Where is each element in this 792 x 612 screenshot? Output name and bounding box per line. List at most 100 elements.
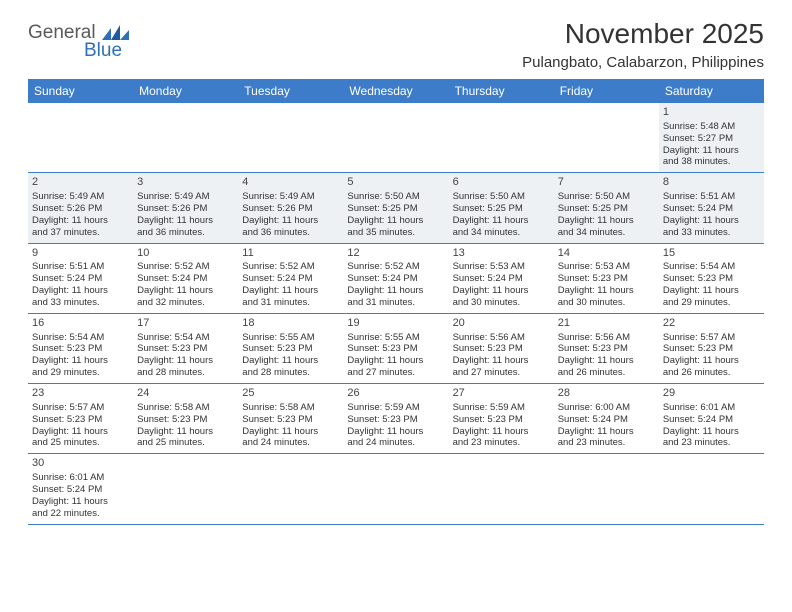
page: General Blue November 2025 Pulangbato, C… [0,0,792,543]
day-dl1: Daylight: 11 hours [347,285,444,297]
day-number: 15 [663,247,760,261]
calendar-body: 1Sunrise: 5:48 AMSunset: 5:27 PMDaylight… [28,103,764,525]
day-sunrise: Sunrise: 5:59 AM [347,402,444,414]
day-sunset: Sunset: 5:27 PM [663,133,760,145]
day-cell: 14Sunrise: 5:53 AMSunset: 5:23 PMDayligh… [554,244,659,313]
day-cell: 12Sunrise: 5:52 AMSunset: 5:24 PMDayligh… [343,244,448,313]
weekday-header: Monday [133,79,238,103]
day-sunrise: Sunrise: 5:50 AM [347,191,444,203]
day-number: 11 [242,247,339,261]
day-sunset: Sunset: 5:24 PM [663,414,760,426]
day-dl1: Daylight: 11 hours [137,426,234,438]
day-cell: 16Sunrise: 5:54 AMSunset: 5:23 PMDayligh… [28,314,133,383]
day-number: 23 [32,387,129,401]
day-dl2: and 33 minutes. [663,227,760,239]
header: General Blue November 2025 Pulangbato, C… [28,18,764,71]
day-dl2: and 38 minutes. [663,156,760,168]
day-cell [238,103,343,172]
day-dl2: and 28 minutes. [137,367,234,379]
day-dl1: Daylight: 11 hours [242,215,339,227]
day-dl1: Daylight: 11 hours [558,215,655,227]
weekday-header: Tuesday [238,79,343,103]
day-number: 17 [137,317,234,331]
day-dl2: and 23 minutes. [453,437,550,449]
day-dl1: Daylight: 11 hours [663,285,760,297]
weekday-header: Wednesday [343,79,448,103]
day-cell: 4Sunrise: 5:49 AMSunset: 5:26 PMDaylight… [238,173,343,242]
day-dl2: and 32 minutes. [137,297,234,309]
day-dl2: and 23 minutes. [663,437,760,449]
day-sunrise: Sunrise: 5:55 AM [347,332,444,344]
weekday-header-row: SundayMondayTuesdayWednesdayThursdayFrid… [28,79,764,103]
day-sunset: Sunset: 5:23 PM [137,343,234,355]
day-cell: 20Sunrise: 5:56 AMSunset: 5:23 PMDayligh… [449,314,554,383]
day-sunrise: Sunrise: 5:56 AM [558,332,655,344]
day-dl1: Daylight: 11 hours [347,426,444,438]
day-cell [133,103,238,172]
day-sunrise: Sunrise: 6:01 AM [32,472,129,484]
day-sunset: Sunset: 5:26 PM [137,203,234,215]
day-sunrise: Sunrise: 5:49 AM [32,191,129,203]
day-sunset: Sunset: 5:23 PM [137,414,234,426]
day-number: 19 [347,317,444,331]
day-sunset: Sunset: 5:24 PM [137,273,234,285]
day-dl2: and 30 minutes. [453,297,550,309]
day-dl1: Daylight: 11 hours [347,355,444,367]
day-sunset: Sunset: 5:24 PM [32,273,129,285]
week-row: 16Sunrise: 5:54 AMSunset: 5:23 PMDayligh… [28,314,764,384]
day-dl2: and 22 minutes. [32,508,129,520]
day-sunset: Sunset: 5:24 PM [558,414,655,426]
day-number: 26 [347,387,444,401]
day-sunset: Sunset: 5:26 PM [242,203,339,215]
day-sunset: Sunset: 5:25 PM [347,203,444,215]
day-number: 16 [32,317,129,331]
day-sunset: Sunset: 5:26 PM [32,203,129,215]
logo: General Blue [28,18,148,62]
day-dl2: and 26 minutes. [558,367,655,379]
day-sunrise: Sunrise: 5:49 AM [242,191,339,203]
day-cell: 6Sunrise: 5:50 AMSunset: 5:25 PMDaylight… [449,173,554,242]
day-number: 27 [453,387,550,401]
day-sunrise: Sunrise: 5:52 AM [137,261,234,273]
day-sunset: Sunset: 5:23 PM [32,343,129,355]
day-cell: 7Sunrise: 5:50 AMSunset: 5:25 PMDaylight… [554,173,659,242]
day-number: 14 [558,247,655,261]
day-number: 24 [137,387,234,401]
day-cell [133,454,238,523]
day-number: 1 [663,106,760,120]
day-cell: 15Sunrise: 5:54 AMSunset: 5:23 PMDayligh… [659,244,764,313]
day-number: 29 [663,387,760,401]
page-title: November 2025 [522,18,764,50]
day-number: 18 [242,317,339,331]
day-sunrise: Sunrise: 5:59 AM [453,402,550,414]
day-sunrise: Sunrise: 5:54 AM [32,332,129,344]
day-sunrise: Sunrise: 5:57 AM [32,402,129,414]
day-sunrise: Sunrise: 5:58 AM [137,402,234,414]
day-sunrise: Sunrise: 5:51 AM [663,191,760,203]
day-dl1: Daylight: 11 hours [242,355,339,367]
day-cell: 25Sunrise: 5:58 AMSunset: 5:23 PMDayligh… [238,384,343,453]
day-dl1: Daylight: 11 hours [32,426,129,438]
day-cell [343,103,448,172]
day-sunrise: Sunrise: 5:52 AM [242,261,339,273]
day-sunset: Sunset: 5:24 PM [242,273,339,285]
day-sunset: Sunset: 5:23 PM [347,343,444,355]
day-cell: 22Sunrise: 5:57 AMSunset: 5:23 PMDayligh… [659,314,764,383]
day-cell: 9Sunrise: 5:51 AMSunset: 5:24 PMDaylight… [28,244,133,313]
day-cell [28,103,133,172]
day-sunrise: Sunrise: 5:50 AM [558,191,655,203]
page-subtitle: Pulangbato, Calabarzon, Philippines [522,54,764,71]
day-dl2: and 29 minutes. [663,297,760,309]
title-block: November 2025 Pulangbato, Calabarzon, Ph… [522,18,764,71]
day-dl2: and 31 minutes. [347,297,444,309]
day-dl1: Daylight: 11 hours [558,285,655,297]
day-dl1: Daylight: 11 hours [137,285,234,297]
day-dl2: and 34 minutes. [453,227,550,239]
day-dl2: and 35 minutes. [347,227,444,239]
day-cell [554,103,659,172]
day-sunset: Sunset: 5:23 PM [242,343,339,355]
calendar: SundayMondayTuesdayWednesdayThursdayFrid… [28,79,764,525]
week-row: 1Sunrise: 5:48 AMSunset: 5:27 PMDaylight… [28,103,764,173]
day-sunrise: Sunrise: 5:55 AM [242,332,339,344]
day-number: 2 [32,176,129,190]
